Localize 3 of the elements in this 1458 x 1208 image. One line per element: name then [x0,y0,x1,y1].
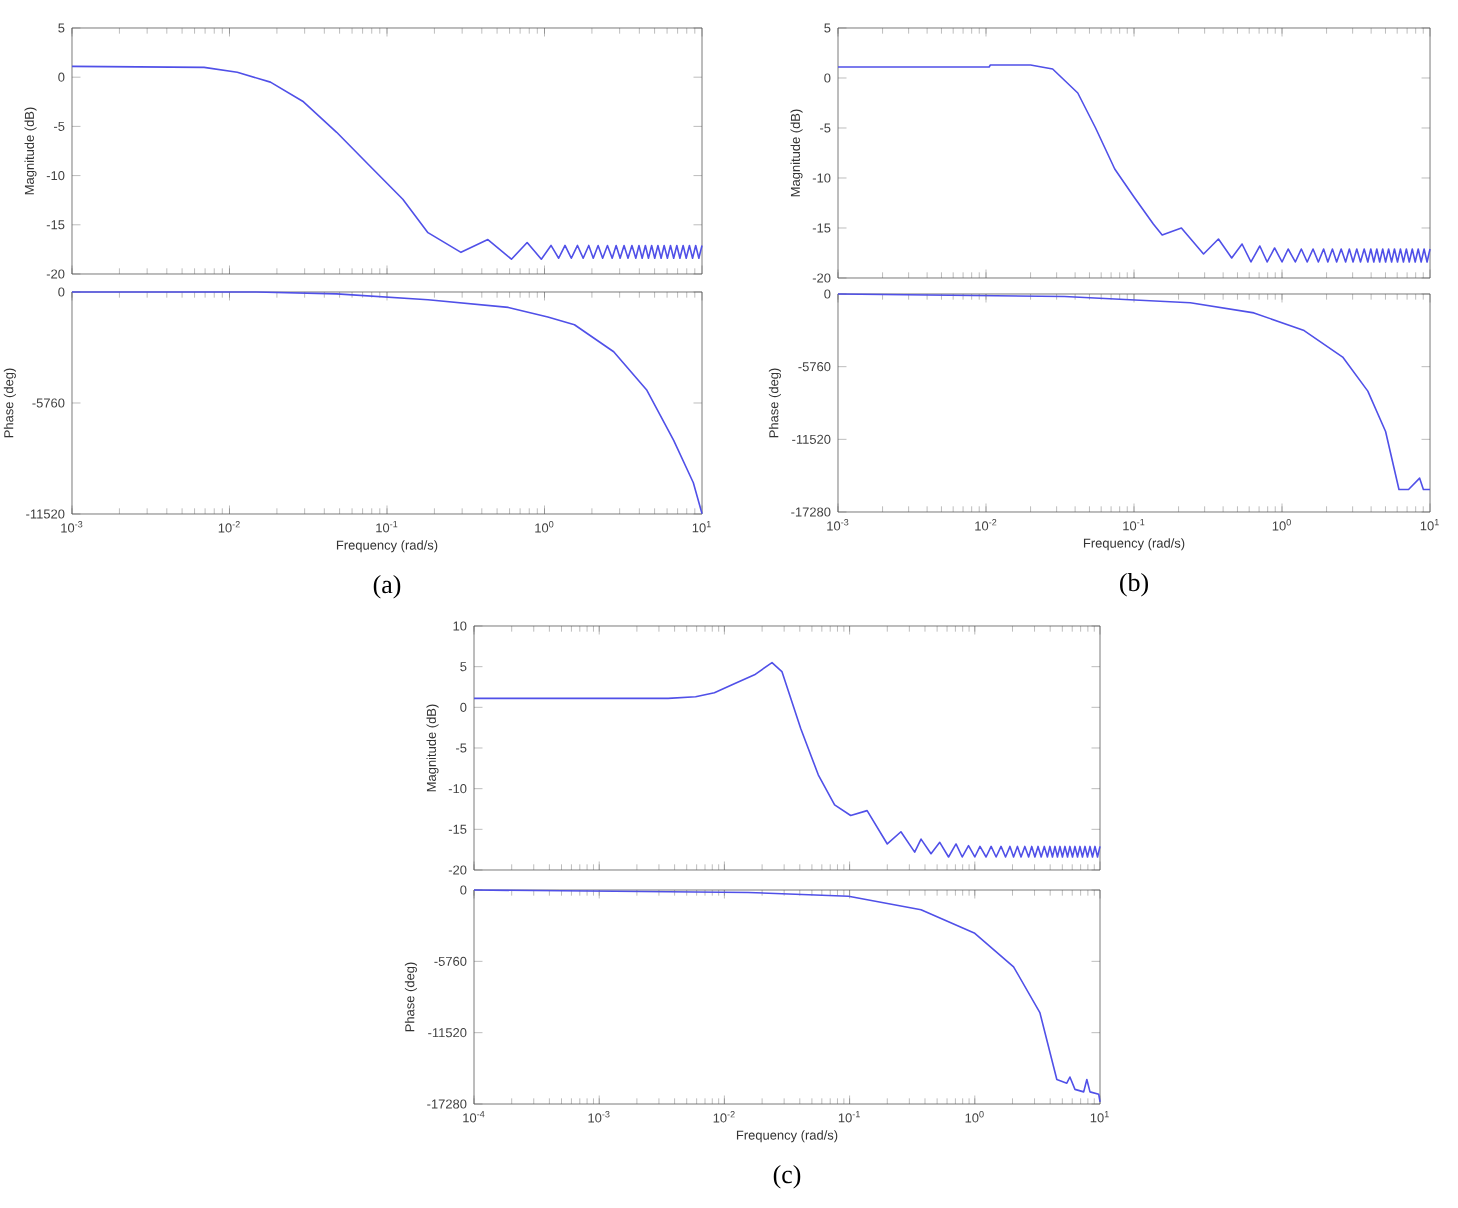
text: (b) [1120,573,1148,597]
text: (a) [373,575,401,599]
text: (c) [773,1165,801,1189]
